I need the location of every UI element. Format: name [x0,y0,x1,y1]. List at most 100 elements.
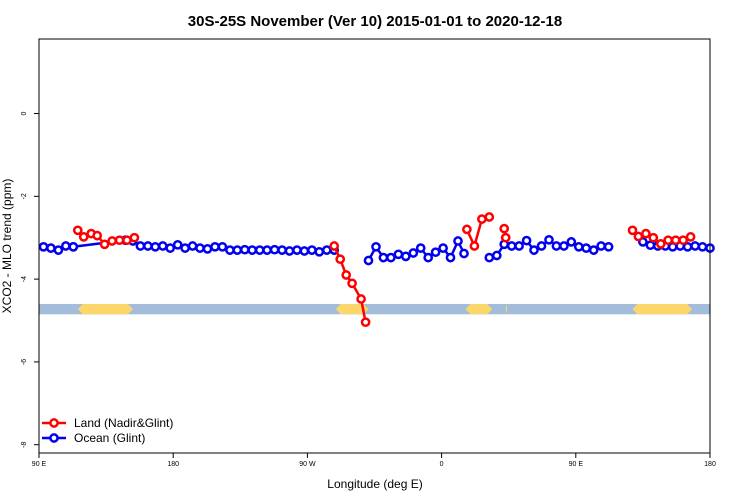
legend: Land (Nadir&Glint) Ocean (Glint) [42,416,173,445]
ocean-point [239,244,250,255]
legend-marker-ocean [49,433,59,443]
x-tick-label: 90 E [569,461,584,468]
ocean-point [143,241,153,251]
ocean-point [46,243,56,253]
land-point [341,270,352,280]
ocean-point [453,236,463,246]
x-axis-label: Longitude (deg E) [327,477,422,491]
ocean-point [491,250,502,261]
ocean-point [172,239,183,250]
ocean-point [321,245,332,255]
ocean-point [292,245,302,255]
ocean-point [68,241,79,252]
ocean-point [60,241,71,251]
ocean-point [690,241,700,251]
ocean-point [378,252,389,263]
ocean-point [573,241,584,252]
ocean-point [596,241,606,251]
land-point [129,232,140,243]
land-point [114,235,125,246]
land-point [462,224,472,235]
ocean-point [299,246,310,256]
ocean-point [195,243,205,253]
land-point [72,225,83,236]
ocean-point [536,241,547,251]
ocean-point [588,245,599,255]
ocean-point [225,245,235,255]
land-point [78,232,89,242]
land-point [663,235,674,246]
land-point [627,225,638,236]
x-axis: 90 E 180 90 W 0 90 E 180 [32,453,716,468]
y-tick-label: 0 [21,111,28,115]
land-point [648,232,659,243]
ocean-point [217,241,228,252]
land-point [670,235,681,246]
land-point [356,294,366,304]
ocean-point [521,235,532,246]
land-band-segment-0 [77,303,133,315]
ocean-point [459,248,469,259]
y-tick-label: -6 [21,359,28,365]
ocean-point [277,245,287,255]
ocean-point [551,241,562,251]
ocean-point [363,255,374,266]
land-band-segment-1 [335,303,369,315]
x-tick-label: 180 [167,461,179,468]
land-point [477,214,487,224]
land-band-segment-3 [505,303,508,315]
land-point [469,241,480,251]
land-point [678,235,689,246]
ocean-point [38,241,49,252]
ocean-point [202,244,213,254]
land-point [633,231,644,242]
ocean-point [371,241,381,252]
ocean-point [284,246,295,256]
land-point [347,278,357,289]
y-axis: 0 -2 -4 -6 -8 [21,111,39,448]
land-point [499,223,510,234]
ocean-point [165,243,176,253]
ocean-point [393,249,404,260]
ocean-point [566,237,577,247]
ocean-point [269,244,280,255]
series-layer [38,212,715,328]
land-point [641,228,651,239]
land-band-segment-4 [632,303,693,315]
ocean-point [262,245,272,255]
land-point [655,239,666,249]
y-tick-label: -2 [21,193,28,199]
ocean-point [254,245,265,255]
ocean-point [445,252,456,263]
legend-label-ocean: Ocean (Glint) [74,431,145,445]
ocean-point [506,241,517,251]
x-tick-label: 180 [704,461,716,468]
land-point [99,239,110,250]
plot-frame [38,38,711,454]
ocean-point [645,240,656,251]
land-point [107,236,117,246]
ocean-point [514,241,524,251]
land-point [329,241,340,251]
ocean-point [157,241,168,251]
ocean-point [697,241,708,252]
legend-marker-land [49,418,59,428]
ocean-point [187,241,198,251]
ocean-point [307,245,317,255]
ocean-point [484,252,495,263]
ocean-point [53,245,64,255]
land-point [484,212,495,222]
x-tick-label: 0 [440,461,444,468]
ocean-point [314,246,325,257]
y-tick-label: -4 [21,276,28,282]
ocean-point [559,241,569,251]
ocean-point [544,234,554,245]
land-point [122,235,132,246]
ocean-band [39,303,710,315]
ocean-point [400,251,411,262]
land-point [500,232,511,243]
y-axis-label: XCO2 - MLO trend (ppm) [0,179,14,314]
land-point [360,317,371,328]
ocean-point [210,241,220,252]
